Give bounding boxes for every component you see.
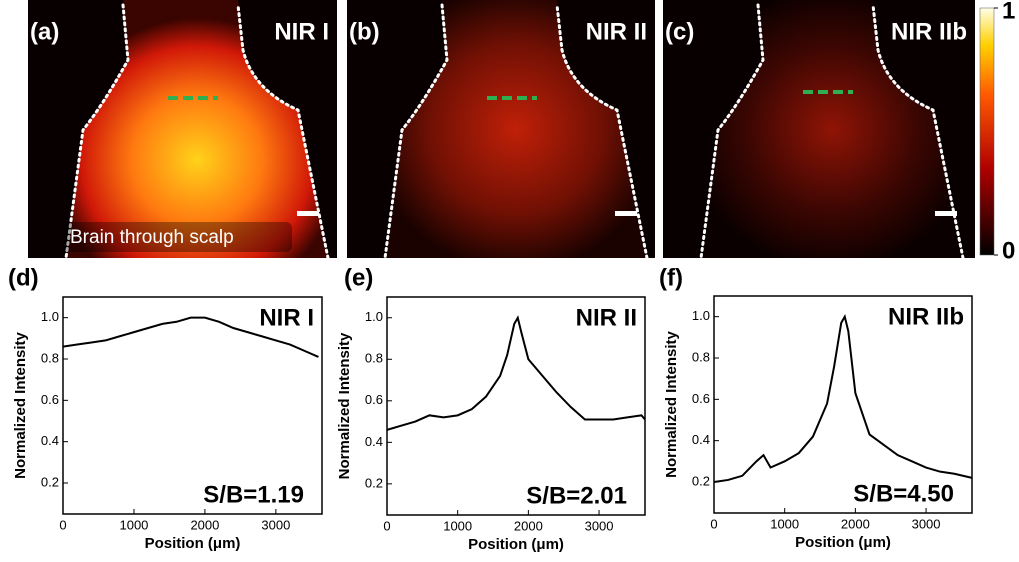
x-tick-label: 3000 xyxy=(261,517,290,532)
y-tick-label: 1.0 xyxy=(365,309,383,324)
colorbar-label: 1 xyxy=(1002,0,1015,24)
y-axis-label: Normalized Intensity xyxy=(336,332,353,479)
y-tick-label: 0.8 xyxy=(692,349,710,364)
caption-bg xyxy=(64,222,292,252)
x-tick-label: 2000 xyxy=(514,518,543,533)
line-chart: 0 1000 2000 3000 0.2 0.4 0.6 0.8 1.0 Position (μm… xyxy=(659,264,973,551)
brain-glow xyxy=(66,0,328,258)
annotation: S/B=1.19 xyxy=(203,481,304,508)
panel-label: (a) xyxy=(30,18,59,45)
brain-glow xyxy=(385,0,647,258)
plot-frame xyxy=(62,296,323,515)
y-tick-label: 0.4 xyxy=(365,434,383,449)
x-tick-label: 2000 xyxy=(841,516,870,531)
chart-title: NIR II xyxy=(576,304,637,331)
y-tick-label: 0.6 xyxy=(692,391,710,406)
brain-glow xyxy=(701,0,963,258)
image-panels: (a) NIR I Brain through scalp (b) NIR II (c) N… xyxy=(28,0,975,260)
x-axis-label: Position (μm) xyxy=(795,534,891,551)
x-axis-label: Position (μm) xyxy=(468,536,564,553)
x-tick-label: 1000 xyxy=(119,517,148,532)
x-tick-label: 1000 xyxy=(770,516,799,531)
charts: 0 1000 2000 3000 0.2 0.4 0.6 0.8 1.0 Position (μm… xyxy=(8,264,973,553)
panel-label: (f) xyxy=(659,264,683,291)
y-tick-label: 0.4 xyxy=(41,433,59,448)
brain-outline xyxy=(383,3,649,260)
brain-outline xyxy=(64,3,330,260)
chart-title: NIR I xyxy=(259,304,314,331)
line-chart: 0 1000 2000 3000 0.2 0.4 0.6 0.8 1.0 Position (μm… xyxy=(8,264,323,552)
y-tick-label: 0.6 xyxy=(365,392,383,407)
y-tick-label: 0.2 xyxy=(365,475,383,490)
panel-title: NIR IIb xyxy=(891,18,967,45)
x-tick-label: 2000 xyxy=(190,517,219,532)
chart-title: NIR IIb xyxy=(888,303,964,330)
brain-outline xyxy=(699,3,965,260)
scale-bar xyxy=(935,211,957,216)
y-axis-label: Normalized Intensity xyxy=(12,331,29,478)
y-tick-label: 0.2 xyxy=(692,473,710,488)
y-tick-label: 0.8 xyxy=(365,351,383,366)
x-tick-label: 3000 xyxy=(585,518,614,533)
line xyxy=(386,315,646,431)
line xyxy=(713,313,973,483)
x-tick-label: 1000 xyxy=(443,518,472,533)
y-tick-label: 1.0 xyxy=(692,308,710,323)
line-chart: 0 1000 2000 3000 0.2 0.4 0.6 0.8 1.0 Position (μm… xyxy=(336,264,646,553)
scale-bar xyxy=(615,211,637,216)
line xyxy=(62,316,319,358)
x-tick-label: 0 xyxy=(383,518,390,533)
x-axis-label: Position (μm) xyxy=(145,535,241,552)
y-tick-label: 0.2 xyxy=(41,474,59,489)
annotation: S/B=4.50 xyxy=(853,480,954,507)
colorbar-label: 0 xyxy=(1002,237,1015,264)
panel-label: (b) xyxy=(349,18,380,45)
y-tick-label: 0.4 xyxy=(692,432,710,447)
panel-title: NIR I xyxy=(274,18,329,45)
plot-frame xyxy=(386,296,646,516)
annotation: S/B=2.01 xyxy=(526,482,627,509)
caption: Brain through scalp xyxy=(70,227,234,248)
y-axis-label: Normalized Intensity xyxy=(663,330,680,477)
y-tick-label: 0.6 xyxy=(41,392,59,407)
x-tick-label: 3000 xyxy=(912,516,941,531)
scale-bar xyxy=(297,211,319,216)
panel-label: (e) xyxy=(344,264,373,291)
x-tick-label: 0 xyxy=(59,517,66,532)
panel-label: (d) xyxy=(8,264,39,291)
panel-title: NIR II xyxy=(586,18,647,45)
plot-frame xyxy=(713,295,973,514)
panel-label: (c) xyxy=(665,18,694,45)
y-tick-label: 0.8 xyxy=(41,350,59,365)
x-tick-label: 0 xyxy=(710,516,717,531)
colorbar xyxy=(979,7,995,256)
y-tick-label: 1.0 xyxy=(41,309,59,324)
